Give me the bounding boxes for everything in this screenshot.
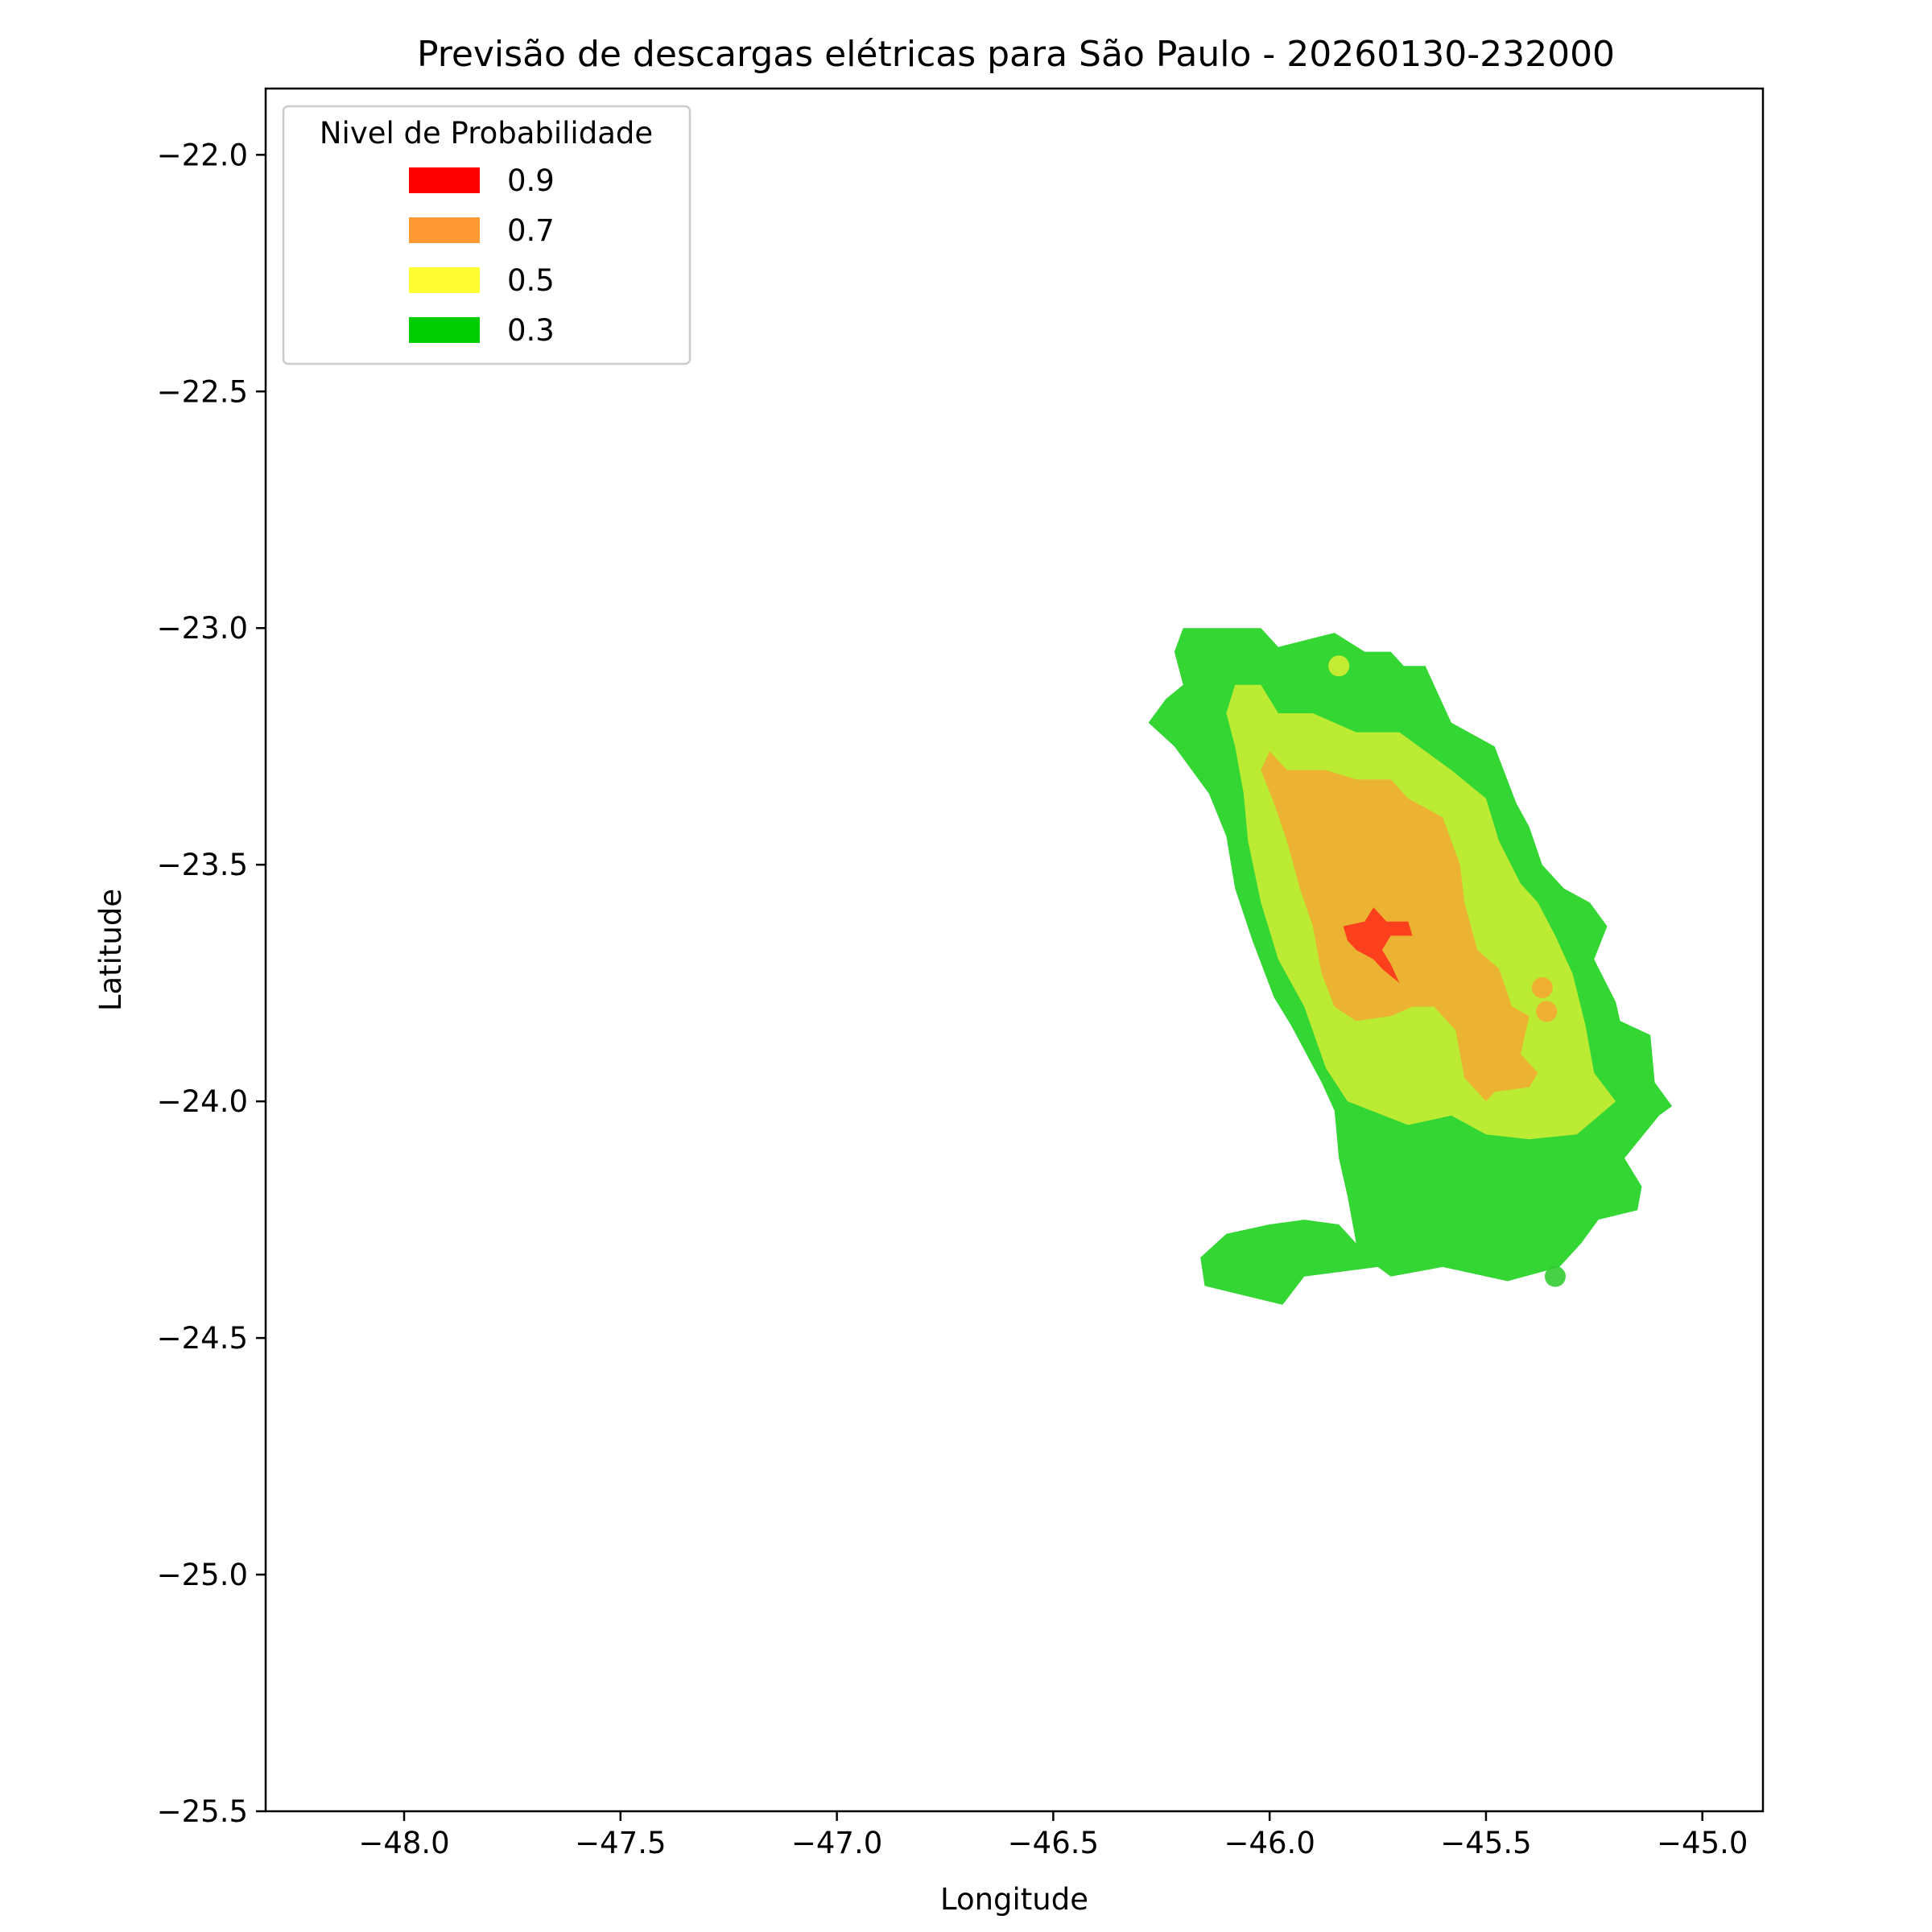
legend-swatch: [409, 317, 480, 343]
legend-swatch: [409, 267, 480, 293]
x-tick-label: −46.0: [1224, 1826, 1315, 1860]
legend-label: 0.7: [507, 213, 555, 248]
y-tick-label: −25.5: [157, 1794, 248, 1829]
y-tick-label: −24.0: [157, 1084, 248, 1119]
x-tick-label: −48.0: [358, 1826, 449, 1860]
chart-title: Previsão de descargas elétricas para São…: [417, 34, 1615, 75]
point-level-0.5: [1328, 655, 1350, 677]
legend-box: [282, 105, 691, 365]
legend-label: 0.9: [507, 163, 555, 198]
legend-label: 0.3: [507, 313, 555, 348]
probability-points: [1328, 655, 1566, 1287]
y-tick-label: −23.5: [157, 848, 248, 882]
x-tick-label: −47.0: [791, 1826, 882, 1860]
y-tick-label: −22.0: [157, 138, 248, 172]
y-axis-label: Latitude: [93, 889, 128, 1011]
y-axis: −22.0 −22.5 −23.0 −23.5 −24.0 −24.5 −25.0 −25.5: [157, 138, 266, 1829]
legend-title: Nivel de Probabilidade: [320, 116, 653, 151]
plot-frame: [264, 87, 1765, 1813]
legend-entries: 0.9 0.7 0.5 0.3: [409, 163, 555, 348]
point-level-0.3: [1544, 1265, 1566, 1287]
x-tick-label: −47.5: [575, 1826, 666, 1860]
legend-swatch: [409, 217, 480, 243]
probability-regions: [1148, 628, 1673, 1305]
legend-label: 0.5: [507, 263, 555, 298]
legend-swatch: [409, 167, 480, 193]
point-level-0.7-a: [1531, 977, 1553, 999]
y-tick-label: −23.0: [157, 611, 248, 646]
x-tick-label: −45.0: [1657, 1826, 1748, 1860]
x-tick-label: −45.5: [1440, 1826, 1531, 1860]
y-tick-label: −24.5: [157, 1321, 248, 1356]
x-tick-label: −46.5: [1008, 1826, 1099, 1860]
x-axis: −48.0 −47.5 −47.0 −46.5 −46.0 −45.5 −45.0: [358, 1811, 1748, 1860]
region-level-0.9: [1343, 907, 1413, 984]
x-axis-label: Longitude: [940, 1882, 1088, 1917]
point-level-0.7-b: [1536, 1001, 1558, 1022]
plot-area: [264, 87, 1765, 1813]
legend: Nivel de Probabilidade 0.9 0.7 0.5 0.3: [282, 105, 691, 365]
y-tick-label: −22.5: [157, 374, 248, 409]
y-tick-label: −25.0: [157, 1558, 248, 1592]
